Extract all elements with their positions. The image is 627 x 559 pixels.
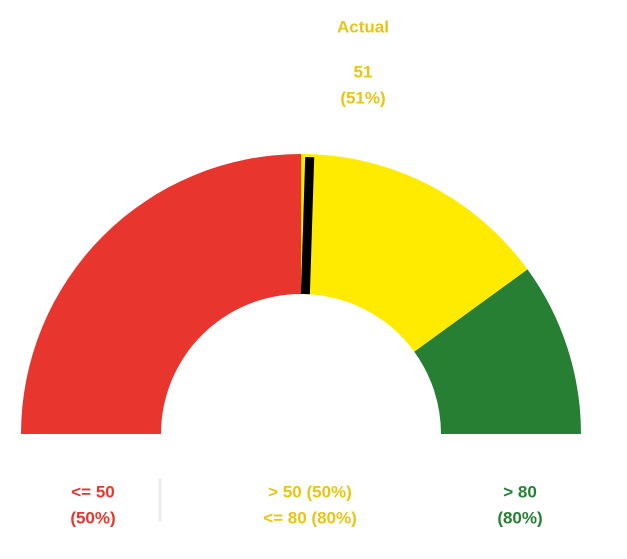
chart-title: Actual: [337, 17, 389, 36]
band-label: > 50 (50%): [268, 482, 352, 501]
band-label: <= 50: [71, 482, 115, 501]
band-label: (80%): [497, 508, 542, 527]
band-label: <= 80 (80%): [263, 508, 357, 527]
band-label: > 80: [503, 482, 537, 501]
gauge-band: [414, 269, 581, 434]
band-label: (50%): [70, 508, 115, 527]
gauge-band: [21, 154, 301, 434]
gauge-band: [301, 154, 528, 352]
gauge-needle: [300, 156, 315, 295]
gauge-value-label: (51%): [340, 88, 385, 107]
gauge-value: 51: [354, 62, 373, 81]
